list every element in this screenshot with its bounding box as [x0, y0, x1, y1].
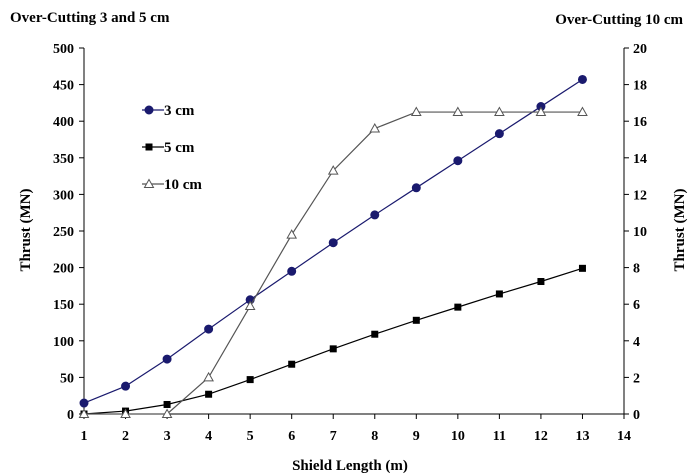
- series-10-cm: [78, 106, 588, 418]
- left-y-tick-label: 50: [60, 371, 74, 386]
- x-tick-label: 5: [247, 429, 254, 444]
- data-point: [204, 324, 214, 334]
- data-point: [495, 290, 503, 298]
- data-point: [244, 300, 256, 311]
- right-y-tick-label: 2: [633, 371, 640, 386]
- data-point: [369, 123, 381, 133]
- data-point: [577, 106, 588, 117]
- data-point: [288, 360, 296, 368]
- left-y-tick-label: 450: [53, 79, 74, 94]
- left-y-tick-label: 200: [53, 262, 74, 277]
- data-point: [577, 74, 587, 84]
- x-tick-label: 6: [288, 429, 295, 444]
- data-point: [578, 264, 586, 272]
- left-y-tick-label: 250: [53, 225, 74, 240]
- legend-label: 10 cm: [164, 177, 202, 193]
- data-point: [121, 381, 131, 391]
- data-point: [370, 210, 380, 220]
- right-y-tick-label: 0: [633, 408, 640, 423]
- data-point: [453, 156, 463, 166]
- right-y-tick-label: 10: [633, 225, 647, 240]
- data-point: [246, 376, 254, 384]
- left-y-tick-label: 150: [53, 298, 74, 313]
- axes-group: 0501001502002503003504004505000246810121…: [53, 42, 647, 444]
- left-y-tick-label: 350: [53, 152, 74, 167]
- data-point: [161, 408, 173, 418]
- data-point: [371, 330, 379, 338]
- x-tick-label: 8: [371, 429, 378, 444]
- right-y-tick-label: 8: [633, 262, 640, 277]
- data-point: [535, 106, 547, 117]
- right-y-tick-label: 18: [633, 79, 647, 94]
- x-tick-label: 7: [330, 429, 337, 444]
- left-corner-title: Over-Cutting 3 and 5 cm: [10, 10, 170, 26]
- data-point: [494, 106, 505, 117]
- data-point: [79, 398, 89, 408]
- right-y-tick-label: 4: [633, 335, 640, 350]
- legend-label: 5 cm: [164, 140, 195, 156]
- x-tick-label: 1: [81, 429, 88, 444]
- data-point: [454, 303, 462, 311]
- legend-item: 10 cm: [142, 177, 202, 193]
- x-tick-label: 9: [413, 429, 420, 444]
- data-point: [327, 165, 339, 175]
- data-point: [162, 354, 172, 364]
- data-point: [494, 129, 504, 139]
- left-y-axis-title: Thrust (MN): [18, 189, 34, 272]
- right-y-tick-label: 14: [633, 152, 647, 167]
- data-point: [411, 183, 421, 193]
- legend-marker: [145, 143, 153, 151]
- data-point: [163, 400, 171, 408]
- x-tick-label: 10: [451, 429, 465, 444]
- right-y-axis-title: Thrust (MN): [672, 189, 688, 272]
- legend-marker: [143, 178, 155, 188]
- legend-label: 3 cm: [164, 103, 195, 119]
- x-tick-label: 13: [575, 429, 589, 444]
- data-point: [78, 408, 90, 418]
- right-y-tick-label: 20: [633, 42, 647, 57]
- left-y-tick-label: 100: [53, 335, 74, 350]
- left-y-tick-label: 300: [53, 188, 74, 203]
- data-point: [287, 266, 297, 276]
- legend: 3 cm 5 cm 10 cm: [142, 103, 202, 193]
- x-tick-label: 4: [205, 429, 212, 444]
- series-line: [84, 111, 583, 415]
- series-group: [78, 74, 588, 418]
- data-point: [410, 106, 422, 117]
- right-y-tick-label: 16: [633, 115, 647, 130]
- data-point: [286, 229, 298, 239]
- data-point: [537, 278, 545, 286]
- series-line: [83, 267, 583, 415]
- data-point: [452, 106, 464, 117]
- data-point: [412, 316, 420, 324]
- x-tick-label: 12: [534, 429, 548, 444]
- x-tick-label: 11: [493, 429, 506, 444]
- left-y-tick-label: 500: [53, 42, 74, 57]
- left-y-tick-label: 0: [67, 408, 74, 423]
- right-y-tick-label: 6: [633, 298, 640, 313]
- legend-marker: [144, 105, 154, 115]
- series-3-cm: [79, 74, 587, 408]
- data-point: [203, 371, 214, 382]
- x-tick-label: 3: [164, 429, 171, 444]
- series-5-cm: [80, 264, 586, 418]
- x-axis-title: Shield Length (m): [292, 458, 408, 474]
- data-point: [329, 345, 337, 353]
- left-y-tick-label: 400: [53, 115, 74, 130]
- data-point: [205, 390, 213, 398]
- x-tick-label: 14: [617, 429, 631, 444]
- right-corner-title: Over-Cutting 10 cm: [555, 12, 683, 28]
- right-y-tick-label: 12: [633, 188, 647, 203]
- legend-item: 3 cm: [142, 103, 195, 119]
- x-tick-label: 2: [122, 429, 129, 444]
- data-point: [120, 408, 131, 418]
- legend-item: 5 cm: [142, 140, 195, 156]
- data-point: [328, 238, 338, 248]
